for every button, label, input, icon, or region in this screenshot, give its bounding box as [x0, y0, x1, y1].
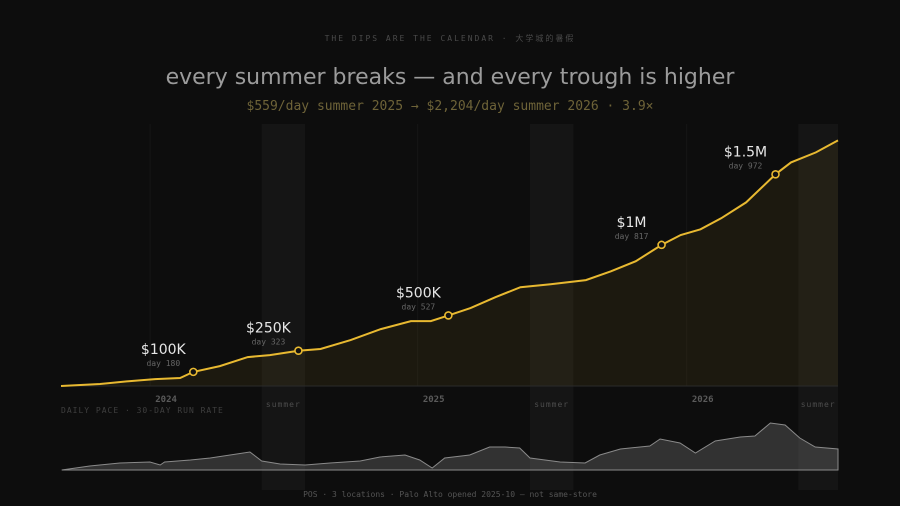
cumulative-line — [60, 139, 839, 387]
milestone-label: $250K — [246, 321, 292, 337]
footer: POS · 3 locations · Palo Alto opened 202… — [303, 490, 597, 499]
milestone — [294, 346, 303, 356]
milestone-label: $500K — [396, 285, 442, 301]
milestone — [444, 311, 453, 320]
area-fill — [61, 140, 838, 386]
panel-title: DAILY PACE · 30-DAY RUN RATE — [61, 406, 224, 415]
title: every summer breaks — and every trough i… — [166, 65, 736, 90]
x-tick-label: 2026 — [692, 395, 714, 405]
x-tick-label: 2025 — [423, 395, 445, 405]
milestone-day: day 323 — [252, 338, 286, 347]
x-tick-label: 2024 — [155, 395, 177, 405]
subtitle: $559/day summer 2025 → $2,204/day summer… — [247, 99, 654, 114]
milestone-day: day 972 — [729, 161, 763, 170]
pace-area — [61, 422, 839, 471]
band-label: summer — [266, 400, 301, 409]
band-label: summer — [801, 400, 836, 409]
milestone — [657, 240, 666, 250]
milestone-label: $100K — [141, 342, 187, 358]
band-label: summer — [534, 400, 569, 409]
milestone-day: day 527 — [402, 302, 436, 311]
milestone-day: day 180 — [146, 359, 180, 368]
milestone — [189, 367, 198, 377]
milestone — [771, 169, 780, 179]
milestone-day: day 817 — [615, 232, 649, 241]
eyebrow: THE DIPS ARE THE CALENDAR · 大学城的暑假 — [325, 33, 576, 43]
summer-band — [262, 124, 305, 490]
milestone-label: $1.5M — [724, 144, 767, 160]
milestone-label: $1M — [617, 215, 647, 231]
